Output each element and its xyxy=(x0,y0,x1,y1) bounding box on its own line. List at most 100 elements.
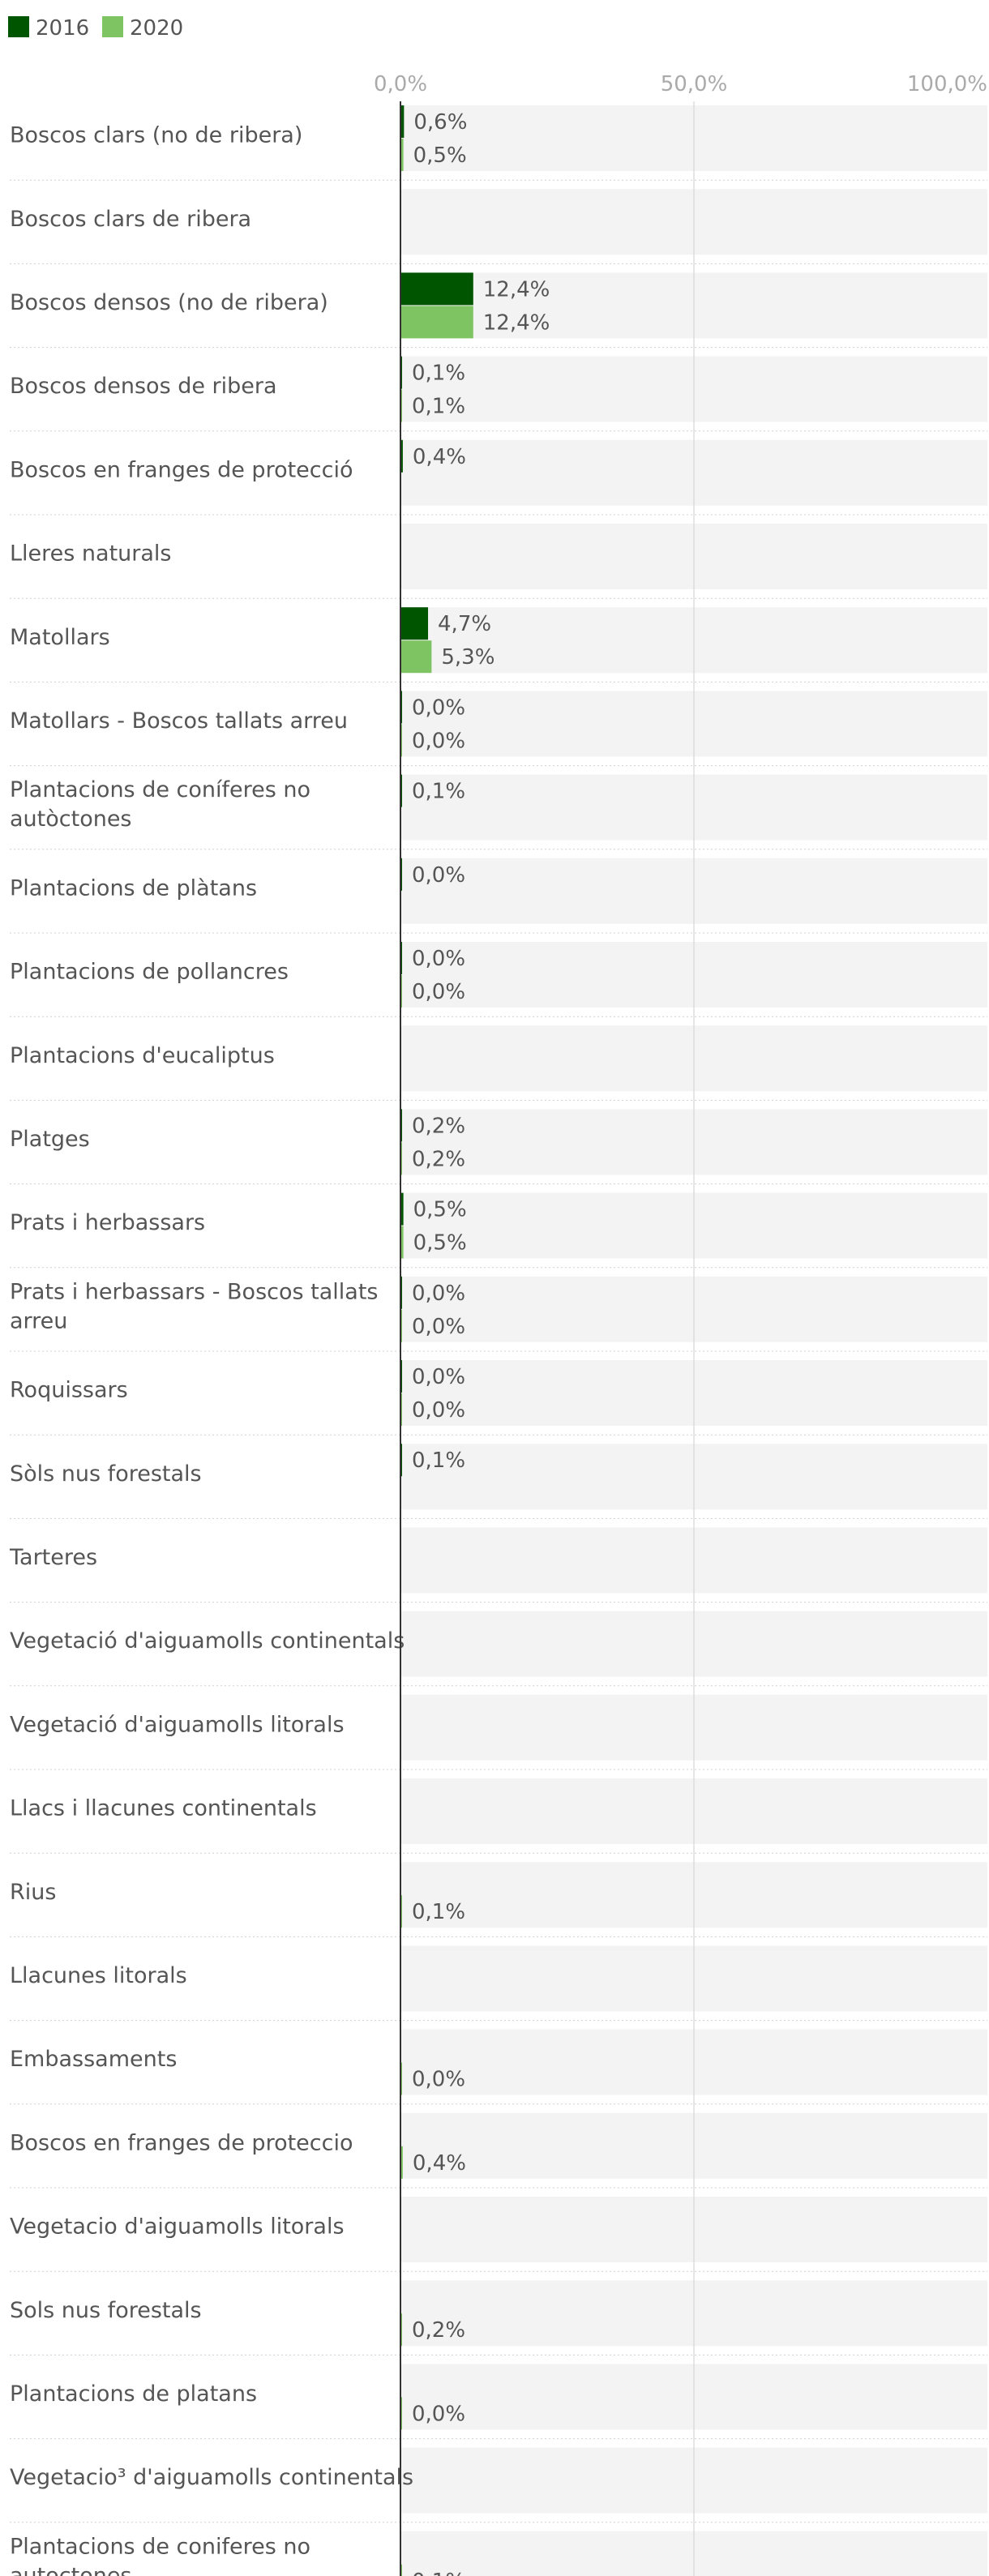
category-label-line: Platges xyxy=(10,1127,90,1152)
category-label-line: Boscos clars (no de ribera) xyxy=(10,123,302,148)
value-label-2016: 0,2% xyxy=(412,1114,465,1138)
value-label-2020: 0,0% xyxy=(412,2068,465,2092)
category-label: Prats i herbassars - Boscos tallats arreu xyxy=(10,1279,379,1333)
category-label-line: Roquissars xyxy=(10,1378,128,1403)
chart-row: Vegetacio³ d'aiguamolls continentals xyxy=(10,2447,987,2523)
chart-row: Vegetació d'aiguamolls litorals xyxy=(10,1694,987,1770)
chart-row: Sols nus forestals xyxy=(10,2280,987,2356)
chart-row: Tarteres xyxy=(9,1527,987,1603)
category-label-line: Llacs i llacunes continentals xyxy=(10,1796,317,1821)
value-label-2020: 0,5% xyxy=(413,143,467,168)
chart-row: Plantacions de coniferes no autoctones xyxy=(10,2531,987,2576)
chart-row: Matollars - Boscos tallats arreu xyxy=(10,691,987,767)
category-label: Plantacions de plàtans xyxy=(10,875,257,901)
bar-2016 xyxy=(400,272,473,306)
value-label-2016: 0,1% xyxy=(412,362,465,386)
value-label-2020: 0,2% xyxy=(412,2318,465,2343)
category-label-line: Sols nus forestals xyxy=(10,2298,202,2323)
category-label-line: Plantacions de plàtans xyxy=(10,875,257,901)
category-label-line: Embassaments xyxy=(10,2047,177,2072)
category-label-line: Plantacions de coniferes no xyxy=(10,2534,310,2559)
chart-row: Boscos densos de ribera xyxy=(10,356,987,432)
category-label: Plantacions de pollancres xyxy=(10,960,289,985)
category-label: Boscos densos de ribera xyxy=(10,374,277,399)
value-label-2016: 0,4% xyxy=(413,445,466,469)
category-label-line: Sòls nus forestals xyxy=(10,1461,202,1487)
chart-row: Vegetació d'aiguamolls continentals xyxy=(10,1611,987,1687)
legend: 2016 2020 xyxy=(8,16,183,41)
value-label-2016: 0,0% xyxy=(412,947,465,971)
tick-label-0: 0,0% xyxy=(374,72,427,96)
category-label-line: Boscos en franges de protecció xyxy=(10,457,353,482)
value-label-2020: 0,2% xyxy=(412,1147,465,1171)
category-label-line: Tarteres xyxy=(9,1545,97,1570)
value-label-2020: 0,0% xyxy=(412,980,465,1004)
category-label-line: Vegetació d'aiguamolls litorals xyxy=(10,1712,345,1737)
category-label: Tarteres xyxy=(9,1545,97,1570)
value-label-2016: 0,0% xyxy=(412,1365,465,1389)
category-label-line: arreu xyxy=(10,1308,67,1333)
bar-2016 xyxy=(400,607,429,640)
category-label: Vegetació d'aiguamolls continentals xyxy=(10,1628,405,1654)
value-label-2020: 0,5% xyxy=(413,1231,467,1256)
category-label-line: Lleres naturals xyxy=(10,541,172,567)
value-label-2016: 0,1% xyxy=(412,1448,465,1473)
bar-2020 xyxy=(400,2146,403,2179)
chart-row: Boscos clars (no de ribera) xyxy=(10,105,987,181)
category-label: Platges xyxy=(10,1127,90,1152)
category-label: Lleres naturals xyxy=(10,541,172,567)
category-label: Boscos clars (no de ribera) xyxy=(10,123,302,148)
category-label-line: Rius xyxy=(10,1880,56,1905)
value-label-2020: 0,1% xyxy=(412,395,465,419)
legend-swatch-2016 xyxy=(8,16,29,37)
chart-row: Lleres naturals xyxy=(10,524,987,599)
value-label-2020: 0,0% xyxy=(412,1398,465,1423)
category-label: Plantacions de coníferes no autòctones xyxy=(10,777,310,832)
value-label-2016: 0,0% xyxy=(412,695,465,720)
bar-2020 xyxy=(400,1226,404,1259)
chart-row: Llacs i llacunes continentals xyxy=(10,1778,987,1854)
category-label: Vegetacio d'aiguamolls litorals xyxy=(10,2214,345,2240)
bar-2016 xyxy=(400,1192,404,1226)
value-label-2020: 0,1% xyxy=(412,2570,465,2576)
category-label-line: Plantacions de platans xyxy=(10,2381,257,2407)
category-label: Vegetacio³ d'aiguamolls continentals xyxy=(10,2465,413,2490)
chart-row: Prats i herbassars - Boscos tallats arreu xyxy=(10,1276,987,1352)
legend-label-2016: 2016 xyxy=(36,16,89,41)
category-label: Plantacions d'eucaliptus xyxy=(10,1043,275,1068)
bar-2016 xyxy=(400,439,403,473)
category-label: Embassaments xyxy=(10,2047,177,2072)
category-label-line: autoctones xyxy=(10,2563,132,2576)
category-label: Boscos densos (no de ribera) xyxy=(10,290,328,315)
chart-row: Boscos en franges de proteccio xyxy=(10,2112,987,2189)
category-label-line: Boscos en franges de proteccio xyxy=(10,2130,353,2155)
chart-row: Plantacions d'eucaliptus xyxy=(10,1025,987,1101)
value-label-2020: 0,0% xyxy=(412,1315,465,1339)
chart-row: Platges xyxy=(10,1109,987,1185)
value-label-2016: 0,0% xyxy=(412,863,465,888)
chart-row: Boscos clars de ribera xyxy=(10,189,987,264)
category-label-line: Boscos densos de ribera xyxy=(10,374,277,399)
category-label: Sòls nus forestals xyxy=(10,1461,202,1487)
bar-2020 xyxy=(400,640,432,674)
chart-row: Embassaments xyxy=(10,2029,987,2105)
category-label-line: Vegetacio³ d'aiguamolls continentals xyxy=(10,2465,413,2490)
category-label-line: Vegetació d'aiguamolls continentals xyxy=(10,1628,405,1654)
category-label: Matollars xyxy=(10,625,110,650)
category-label: Matollars - Boscos tallats arreu xyxy=(10,708,348,734)
bar-2020 xyxy=(400,306,473,339)
value-label-2016: 0,1% xyxy=(412,780,465,804)
category-label: Roquissars xyxy=(10,1378,128,1403)
chart-row: Sòls nus forestals xyxy=(10,1444,987,1519)
chart-row: Rius xyxy=(10,1862,987,1937)
bars: 0,6% 0,5% 12,4% 12,4% 0,1% 0,1% 0,4% 4,7% 5,3% 0,… xyxy=(400,105,550,2576)
category-label: Sols nus forestals xyxy=(10,2298,202,2323)
category-label-line: Prats i herbassars - Boscos tallats xyxy=(10,1279,379,1304)
category-label: Boscos en franges de protecció xyxy=(10,457,353,482)
category-label: Rius xyxy=(10,1880,56,1905)
legend-swatch-2020 xyxy=(102,16,123,37)
value-label-2016: 0,5% xyxy=(413,1198,467,1222)
category-label-line: Plantacions de coníferes no xyxy=(10,777,310,802)
category-label-line: Matollars xyxy=(10,625,110,650)
